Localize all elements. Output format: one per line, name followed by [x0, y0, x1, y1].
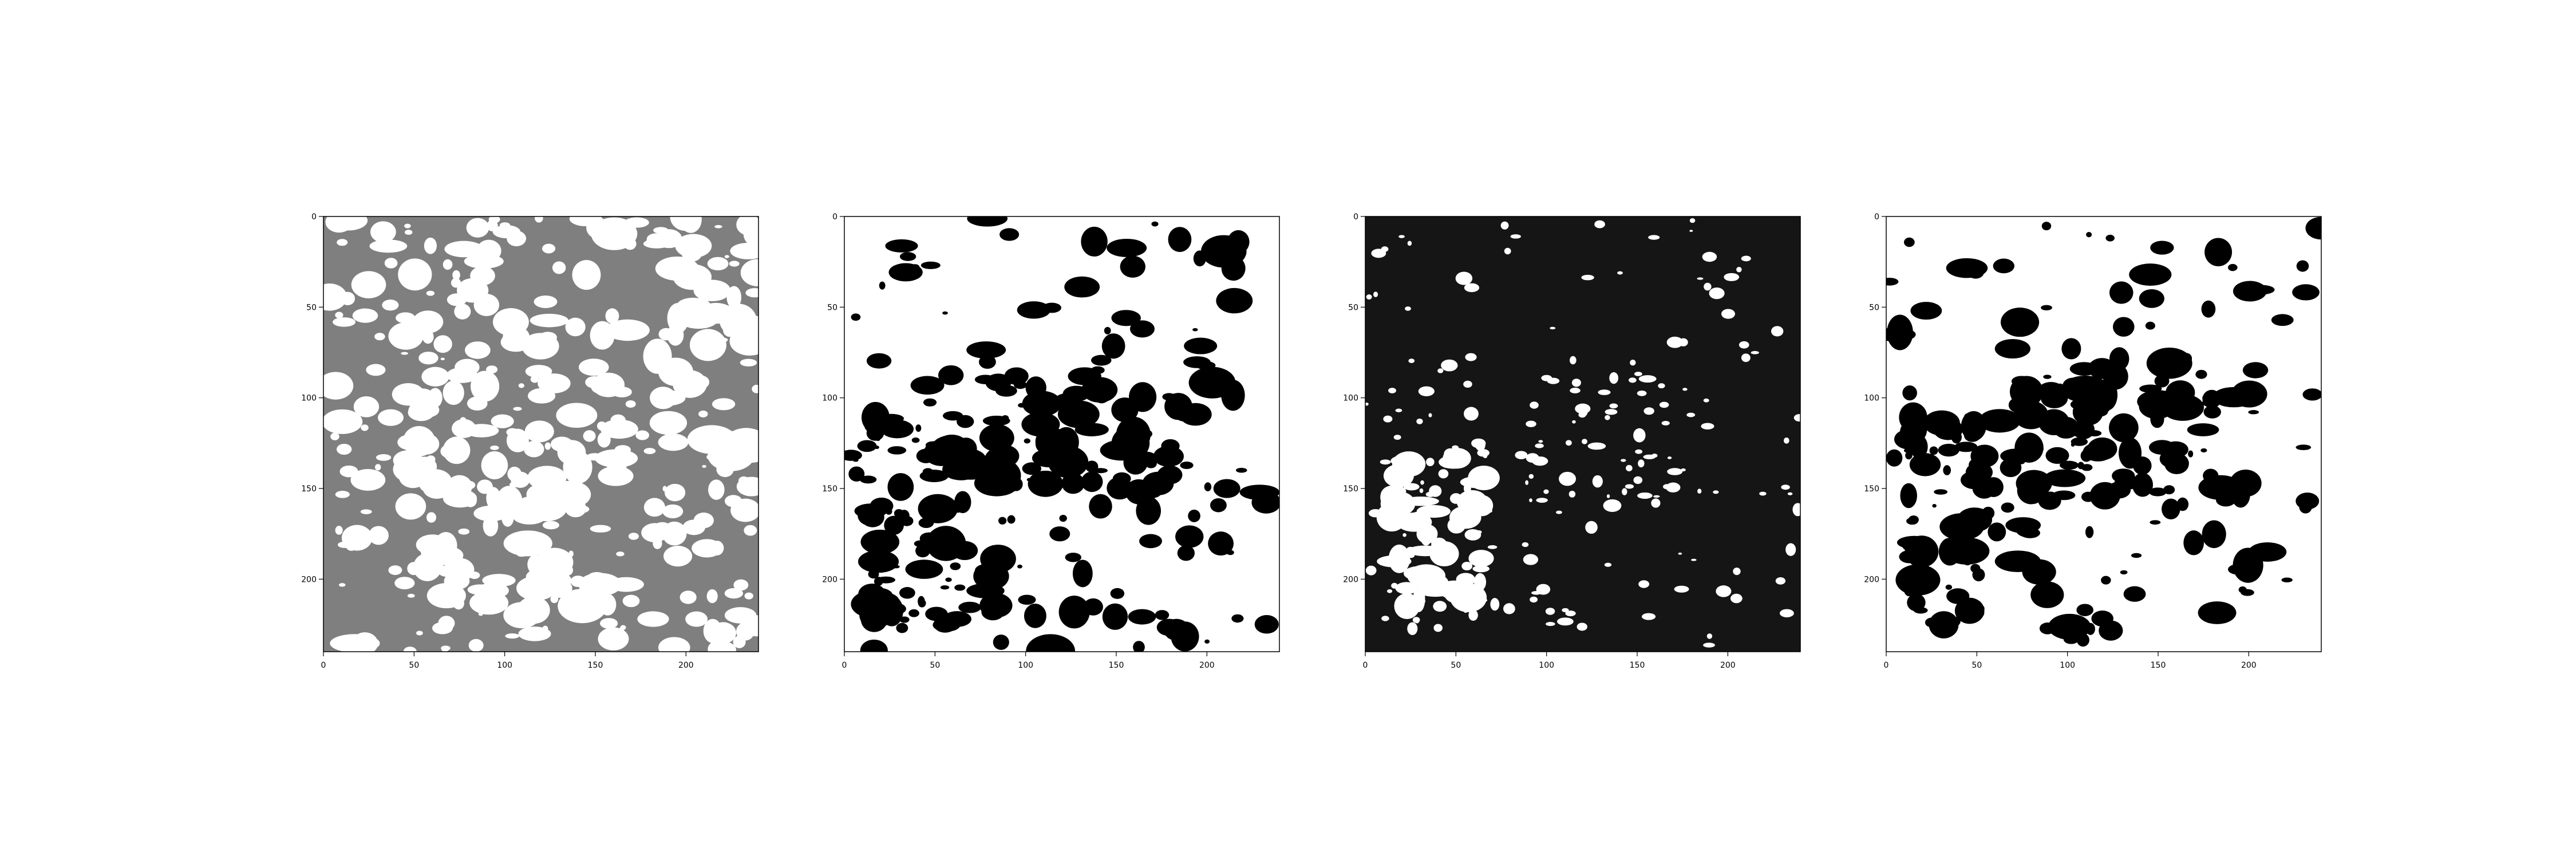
x-tick-label: 0: [321, 661, 326, 670]
y-tick-label: 50: [827, 303, 837, 312]
x-tick-label: 200: [1199, 661, 1215, 670]
y-tick-label: 50: [1348, 303, 1358, 312]
x-tick-label: 150: [1630, 661, 1645, 670]
x-tick-label: 100: [497, 661, 512, 670]
y-tick-label: 100: [301, 394, 317, 403]
x-tick-label: 50: [930, 661, 940, 670]
y-tick-label: 50: [1869, 303, 1879, 312]
y-tick-label: 0: [832, 212, 837, 222]
x-tick-label: 0: [1884, 661, 1889, 670]
panel-1: 0 50 100 150 200 0 50 100 150 200: [301, 212, 759, 670]
y-tick-label: 200: [301, 575, 317, 584]
y-tick-label: 50: [306, 303, 317, 312]
x-tick-label: 150: [2151, 661, 2166, 670]
panel-2: 0 50 100 150 200 0 50 100 150 200: [822, 212, 1280, 670]
y-tick-label: 0: [1353, 212, 1358, 222]
image-content: [1886, 216, 2321, 647]
y-tick-label: 150: [822, 484, 837, 494]
panel-3: 0 50 100 150 200 0 50 100 150 200: [1343, 212, 1801, 670]
x-tick-label: 200: [1720, 661, 1736, 670]
y-tick-label: 200: [1864, 575, 1879, 584]
x-tick-label: 100: [1018, 661, 1033, 670]
axes-frame: [323, 216, 759, 652]
y-tick-label: 0: [1874, 212, 1879, 222]
image-content: [1365, 218, 1800, 648]
y-tick-label: 150: [301, 484, 317, 494]
x-tick-label: 50: [1451, 661, 1461, 670]
x-tick-label: 100: [2060, 661, 2075, 670]
x-tick-label: 0: [1363, 661, 1368, 670]
axes-frame: [1886, 216, 2322, 652]
y-tick-label: 150: [1864, 484, 1879, 494]
y-tick-label: 0: [311, 212, 317, 222]
axes-frame: [844, 216, 1280, 652]
y-tick-label: 150: [1343, 484, 1358, 494]
y-tick-label: 200: [822, 575, 837, 584]
y-tick-label: 100: [822, 394, 837, 403]
y-tick-label: 200: [1343, 575, 1358, 584]
x-tick-label: 50: [1971, 661, 1982, 670]
y-tick-label: 100: [1864, 394, 1879, 403]
axes-frame: [1365, 216, 1801, 652]
x-tick-label: 100: [1539, 661, 1554, 670]
x-tick-label: 150: [1109, 661, 1124, 670]
x-tick-label: 200: [678, 661, 694, 670]
image-content: [323, 216, 758, 652]
x-tick-label: 50: [409, 661, 419, 670]
y-tick-label: 100: [1343, 394, 1358, 403]
panel-4: 0 50 100 150 200 0 50 100 150 200: [1864, 212, 2322, 670]
x-tick-label: 0: [842, 661, 847, 670]
x-tick-label: 150: [588, 661, 603, 670]
image-content: [844, 216, 1279, 652]
x-tick-label: 200: [2241, 661, 2257, 670]
